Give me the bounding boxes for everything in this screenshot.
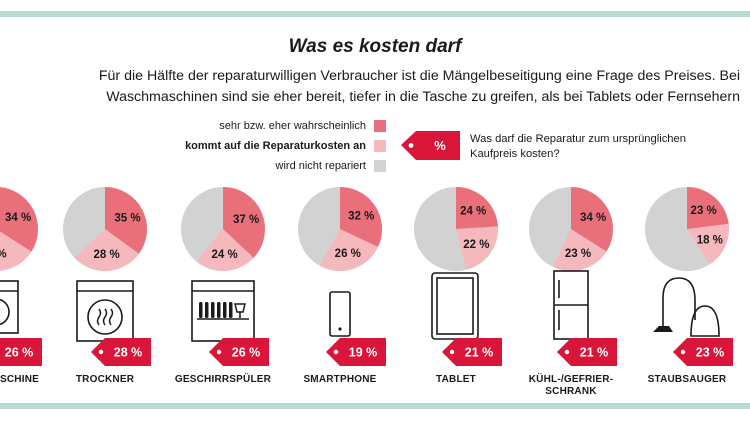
price-tag-hole: [98, 349, 104, 355]
vacuum-body: [690, 305, 720, 337]
pie-label-kosten-abhaengig: 18 %: [697, 235, 723, 247]
price-tag-label: 19 %: [349, 346, 378, 360]
pie-slice-kosten-abhaengig: [319, 229, 379, 271]
pie-label-kosten-abhaengig: 28 %: [93, 249, 119, 261]
pie-slice-sehr-eher: [0, 187, 38, 252]
pie-label-kosten-abhaengig: %: [0, 249, 7, 261]
legend-label: sehr bzw. eher wahrscheinlich: [219, 120, 366, 132]
question-text: Was darf die Reparatur zum ursprüngliche…: [470, 133, 686, 160]
pie-label-kosten-abhaengig: 26 %: [335, 248, 361, 260]
top-band: [0, 11, 750, 17]
pie-slice-sehr-eher: [223, 187, 265, 258]
tablet-screen: [436, 277, 474, 335]
pie-slice-kosten-abhaengig: [196, 229, 254, 271]
dryer-heat-wave-2: [108, 308, 114, 326]
washing-machine-door: [0, 298, 10, 326]
price-tag: [209, 338, 269, 366]
pie-slice-kosten-abhaengig: [687, 223, 729, 265]
pie-slice-kosten-abhaengig: [553, 229, 607, 272]
pie-label-sehr-eher: 24 %: [460, 206, 486, 218]
bottom-band: [0, 403, 750, 409]
dishwasher-plate-4: [223, 302, 227, 318]
dishwasher-plate-3: [217, 302, 221, 318]
pie-slice-kosten-abhaengig: [456, 226, 498, 270]
category-label: SMARTPHONE: [303, 374, 377, 385]
legend-entry-sehr-eher: sehr bzw. eher wahrscheinlich: [219, 120, 386, 132]
category-label: TABLET: [436, 374, 476, 385]
price-tag-label: 26 %: [232, 346, 261, 360]
price-tag-hole: [333, 349, 339, 355]
smartphone-body: [329, 291, 351, 337]
tablet-body: [431, 272, 479, 340]
dishwasher-glass: [234, 303, 246, 313]
dryer-heat-wave-1: [102, 308, 108, 326]
pie-label-kosten-abhaengig: 23 %: [565, 248, 591, 260]
pie-label-sehr-eher: 35 %: [114, 213, 140, 225]
price-tag-label: 21 %: [465, 346, 494, 360]
price-tag-label: 23 %: [696, 346, 725, 360]
category-label: SCHINE: [0, 374, 39, 385]
legend-swatch: [374, 140, 386, 152]
price-tag-hole: [564, 349, 570, 355]
legend-label: kommt auf die Reparaturkosten an: [185, 140, 366, 152]
legend-entry-nicht-repariert: wird nicht repariert: [276, 160, 386, 172]
pie-slice-sehr-eher: [571, 187, 614, 252]
chart-title: Was es kosten darf: [288, 36, 462, 57]
pie-label-sehr-eher: 23 %: [691, 205, 717, 217]
pie-label-kosten-abhaengig: 22 %: [463, 239, 489, 251]
pie-slice-kosten-abhaengig: [0, 231, 32, 271]
legend-swatch: [374, 160, 386, 172]
category-label: STAUBSAUGER: [647, 374, 727, 385]
price-tag-label: 28 %: [114, 346, 143, 360]
legend-entry-kosten: kommt auf die Reparaturkosten an: [185, 140, 386, 152]
smartphone-button: [338, 327, 342, 331]
vacuum-nozzle: [653, 326, 673, 332]
price-tag: [0, 338, 42, 366]
price-tag-hole: [449, 349, 455, 355]
pie-slice-sehr-eher: [340, 187, 382, 247]
pie-label-sehr-eher: 34 %: [5, 212, 31, 224]
category-label: TROCKNER: [75, 374, 135, 385]
category-label: GESCHIRRSPÜLER: [174, 374, 272, 385]
pie-slice-sehr-eher: [105, 187, 147, 254]
vacuum-hose: [662, 277, 696, 326]
category-label: KÜHL-/GEFRIER- SCHRANK: [528, 374, 614, 397]
legend-swatch: [374, 120, 386, 132]
dishwasher-plate-1: [205, 302, 209, 318]
dishwasher-plate-0: [199, 302, 203, 318]
price-tag: [673, 338, 733, 366]
price-tag: [557, 338, 617, 366]
legend-tag-label: %: [434, 138, 446, 153]
dishwasher-plate-2: [211, 302, 215, 318]
washing-machine-body: [0, 280, 19, 334]
price-tag-label: 26 %: [5, 346, 34, 360]
dryer-body: [76, 280, 134, 342]
pie-label-sehr-eher: 34 %: [580, 212, 606, 224]
pie-slice-kosten-abhaengig: [74, 229, 139, 271]
pie-slice-sehr-eher: [456, 187, 498, 229]
legend-label: wird nicht repariert: [275, 160, 366, 172]
pie-label-kosten-abhaengig: 24 %: [211, 249, 237, 261]
price-tag-hole: [216, 349, 222, 355]
price-tag-label: 21 %: [580, 346, 609, 360]
price-tag: [326, 338, 386, 366]
chart-subtitle: Für die Hälfte der reparaturwilligen Ver…: [98, 68, 740, 105]
dishwasher-plate-5: [229, 302, 233, 318]
price-tag: [91, 338, 151, 366]
pie-slice-sehr-eher: [687, 187, 729, 229]
dryer-heat-wave-0: [96, 308, 102, 326]
dryer-door: [87, 299, 123, 335]
price-tag: [442, 338, 502, 366]
price-tag-hole: [680, 349, 686, 355]
pie-label-sehr-eher: 37 %: [233, 214, 259, 226]
pie-label-sehr-eher: 32 %: [348, 210, 374, 222]
